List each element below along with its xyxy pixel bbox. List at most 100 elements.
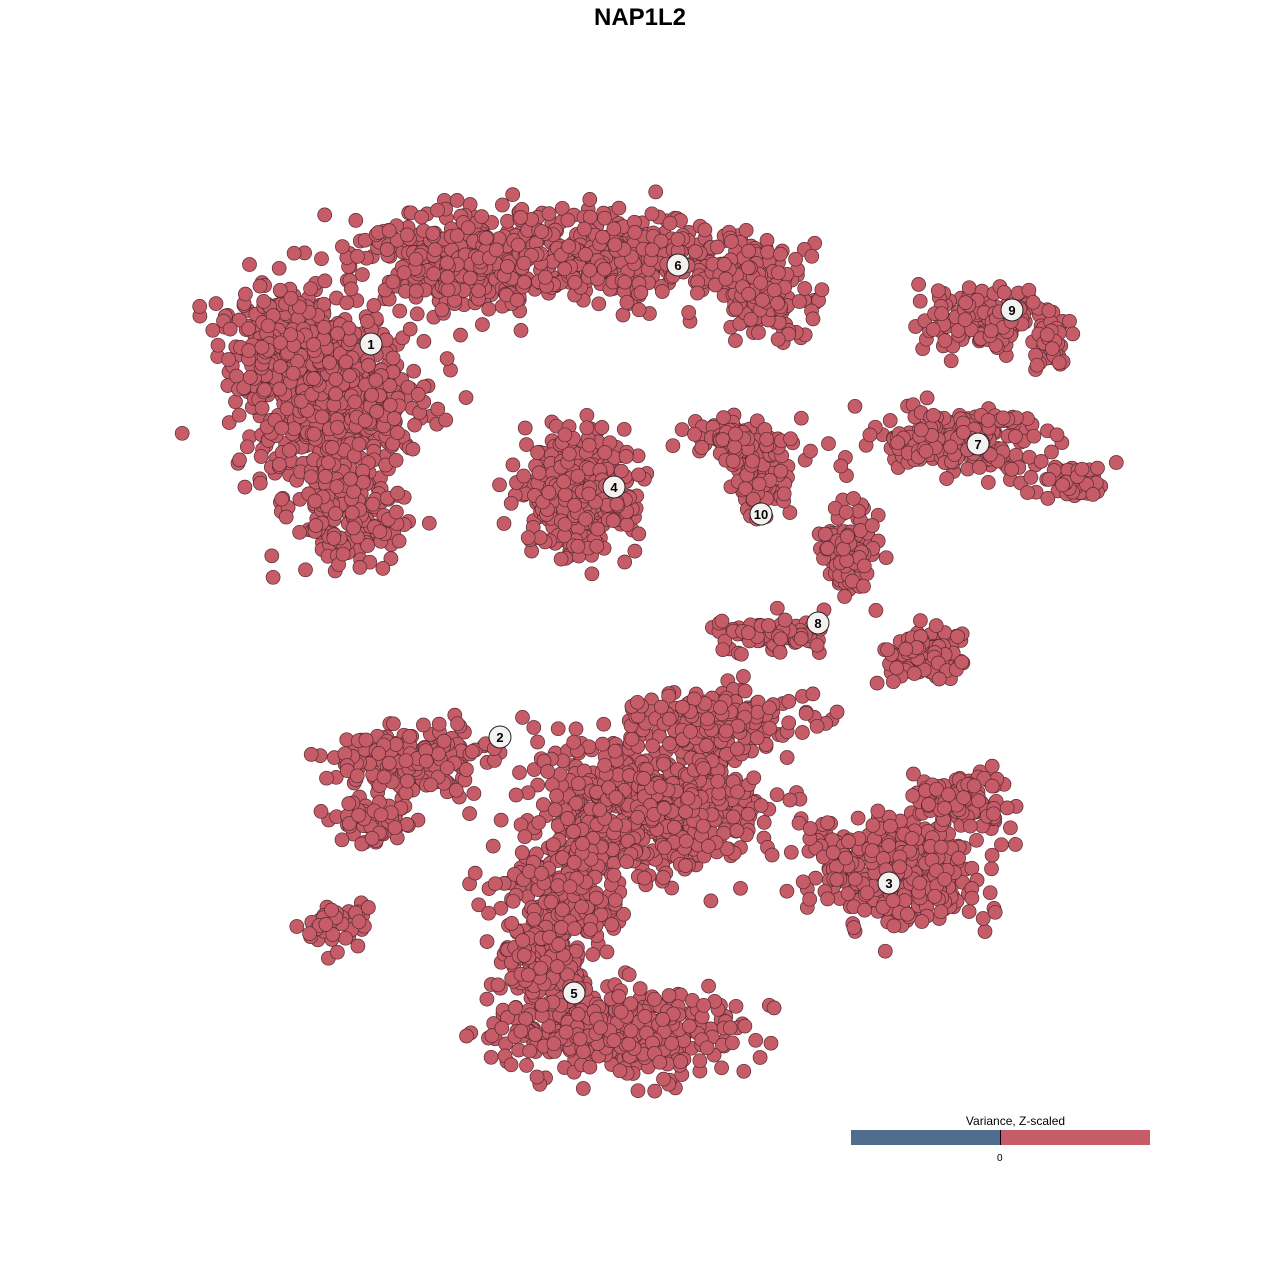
- data-point: [957, 312, 973, 328]
- data-point: [561, 446, 577, 462]
- data-point: [396, 265, 412, 281]
- data-point: [820, 541, 835, 556]
- data-point: [804, 248, 820, 264]
- data-point: [330, 326, 345, 341]
- data-point: [670, 231, 686, 247]
- data-point: [439, 351, 455, 366]
- data-point: [399, 817, 415, 832]
- data-point: [365, 496, 381, 512]
- data-point: [557, 261, 572, 277]
- data-point: [481, 301, 497, 317]
- data-point: [391, 533, 407, 549]
- data-point: [449, 193, 465, 208]
- data-point: [898, 641, 914, 657]
- data-point: [448, 782, 464, 798]
- data-point: [410, 387, 426, 402]
- data-point: [797, 281, 813, 296]
- data-point: [627, 543, 643, 559]
- data-point: [238, 286, 253, 302]
- data-point: [718, 723, 734, 739]
- data-point: [725, 453, 741, 469]
- data-point: [431, 716, 447, 732]
- data-point: [475, 317, 490, 332]
- data-point: [937, 333, 953, 348]
- data-point: [619, 294, 635, 310]
- data-point: [703, 893, 719, 909]
- data-point: [481, 905, 496, 921]
- data-point: [303, 747, 319, 762]
- data-point: [862, 427, 878, 443]
- data-point: [414, 209, 429, 225]
- data-point: [496, 516, 512, 531]
- data-point: [485, 838, 501, 854]
- data-point: [520, 530, 536, 546]
- data-point: [560, 811, 575, 826]
- data-point: [278, 509, 294, 525]
- data-point: [492, 477, 507, 493]
- data-point: [306, 337, 321, 352]
- data-point: [570, 538, 586, 554]
- data-point: [434, 302, 450, 318]
- data-point: [980, 475, 996, 490]
- data-point: [928, 618, 944, 633]
- data-point: [335, 546, 351, 562]
- data-point: [541, 206, 557, 221]
- data-point: [618, 449, 634, 464]
- data-point: [656, 800, 672, 816]
- data-point: [427, 242, 443, 258]
- data-point: [713, 700, 728, 715]
- data-point: [996, 285, 1012, 300]
- data-point: [317, 207, 333, 223]
- data-point: [608, 790, 624, 805]
- data-point: [836, 541, 851, 557]
- data-point: [983, 323, 999, 339]
- data-point: [242, 369, 258, 385]
- data-point: [385, 274, 401, 290]
- data-point: [541, 485, 557, 500]
- data-point: [710, 773, 726, 789]
- data-point: [761, 618, 776, 633]
- data-point: [566, 734, 582, 750]
- data-point: [773, 631, 789, 647]
- data-point: [608, 892, 623, 908]
- data-point: [237, 479, 253, 495]
- data-point: [328, 371, 344, 387]
- data-point: [755, 292, 770, 308]
- data-point: [846, 491, 861, 506]
- data-point: [716, 410, 731, 425]
- data-point: [1085, 487, 1101, 502]
- data-point: [271, 457, 287, 472]
- data-point: [654, 699, 669, 715]
- data-point: [467, 865, 483, 881]
- data-point: [913, 422, 929, 438]
- chart-title: NAP1L2: [593, 4, 687, 31]
- data-point: [766, 282, 782, 298]
- data-point: [462, 270, 478, 286]
- data-point: [606, 221, 622, 237]
- data-point: [678, 858, 693, 873]
- data-point: [943, 439, 958, 455]
- data-point: [462, 806, 477, 821]
- data-point: [402, 321, 418, 337]
- data-point: [749, 730, 765, 746]
- data-point: [493, 812, 509, 828]
- data-point: [439, 760, 455, 776]
- data-point: [599, 944, 615, 960]
- data-point: [709, 239, 725, 255]
- data-point: [918, 443, 934, 459]
- data-point: [232, 452, 247, 468]
- data-point: [770, 331, 786, 347]
- data-point: [464, 744, 480, 759]
- data-point: [416, 334, 432, 349]
- data-point: [695, 818, 711, 834]
- data-point: [264, 548, 280, 564]
- data-point: [631, 526, 647, 542]
- data-point: [681, 305, 697, 320]
- data-point: [388, 737, 404, 752]
- data-point: [636, 771, 652, 786]
- data-point: [745, 453, 760, 469]
- data-point: [357, 413, 373, 429]
- data-point: [338, 354, 354, 370]
- data-point: [585, 947, 601, 962]
- data-point: [686, 691, 702, 707]
